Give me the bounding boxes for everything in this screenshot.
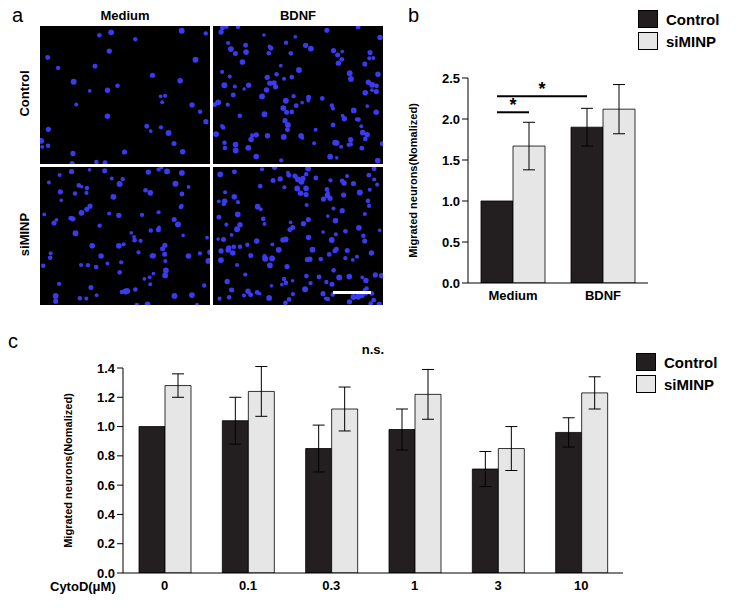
html-text:BDNF: BDNF xyxy=(279,8,316,23)
svg-text:Migrated neurons(Nomalized): Migrated neurons(Nomalized) xyxy=(407,103,419,258)
svg-text:1.0: 1.0 xyxy=(442,194,460,209)
html-text:a: a xyxy=(12,4,24,26)
svg-text:0.3: 0.3 xyxy=(322,578,340,593)
svg-text:BDNF: BDNF xyxy=(585,288,621,303)
html-text:siMINP: siMINP xyxy=(16,212,32,257)
html-text:b: b xyxy=(408,4,420,26)
html-text:Control: Control xyxy=(666,10,720,28)
svg-text:3: 3 xyxy=(494,578,501,593)
svg-text:2.5: 2.5 xyxy=(442,71,460,86)
svg-text:0.6: 0.6 xyxy=(97,478,115,493)
svg-text:2.0: 2.0 xyxy=(442,112,460,127)
html-text:Medium: Medium xyxy=(100,8,150,23)
svg-text:0.4: 0.4 xyxy=(97,507,116,522)
html-text:siMINP: siMINP xyxy=(666,32,716,50)
svg-text:0.1: 0.1 xyxy=(239,578,257,593)
html-text:c: c xyxy=(8,330,18,352)
svg-text:*: * xyxy=(538,79,545,99)
html-text:Control: Control xyxy=(16,70,32,117)
svg-text:1.5: 1.5 xyxy=(442,153,460,168)
svg-text:0.2: 0.2 xyxy=(97,536,115,551)
svg-text:0.8: 0.8 xyxy=(97,448,115,463)
svg-text:1.4: 1.4 xyxy=(97,361,116,376)
svg-text:0.0: 0.0 xyxy=(97,566,115,581)
html-text:CytoD(μM): CytoD(μM) xyxy=(50,579,116,594)
svg-text:10: 10 xyxy=(574,578,588,593)
svg-text:*: * xyxy=(509,95,516,115)
html-text:Control: Control xyxy=(664,353,718,371)
svg-text:Medium: Medium xyxy=(488,288,537,303)
svg-text:0.5: 0.5 xyxy=(442,235,460,250)
svg-text:Migrated neurons(Nomalized): Migrated neurons(Nomalized) xyxy=(62,393,74,548)
svg-text:1.0: 1.0 xyxy=(97,419,115,434)
html-text:n.s.: n.s. xyxy=(361,342,385,357)
svg-text:0.0: 0.0 xyxy=(442,276,460,291)
html-text:siMINP: siMINP xyxy=(664,375,714,393)
svg-text:1: 1 xyxy=(411,578,418,593)
svg-text:0: 0 xyxy=(161,578,168,593)
svg-text:1.2: 1.2 xyxy=(97,390,115,405)
